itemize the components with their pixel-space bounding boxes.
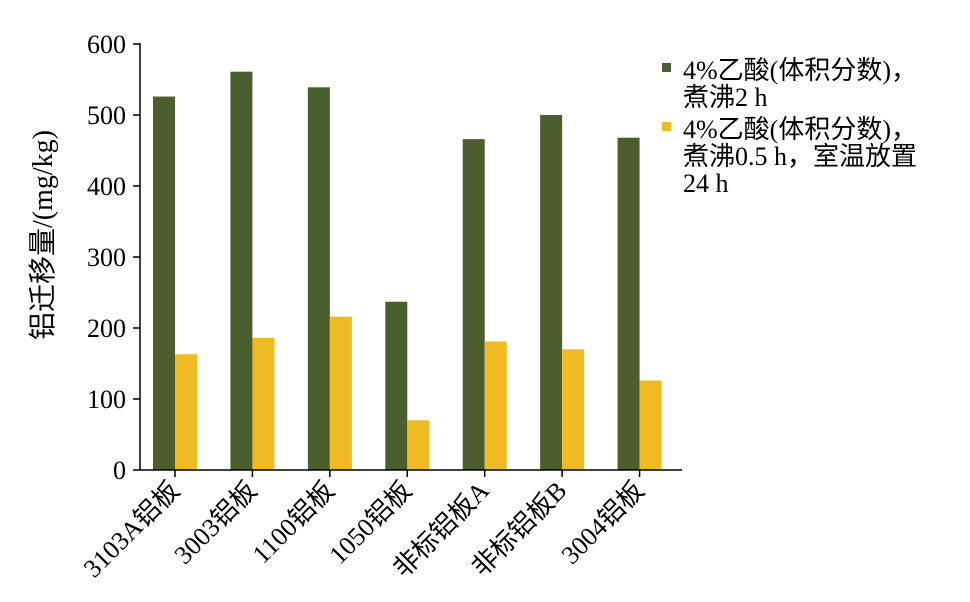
- y-tick-label: 100: [87, 385, 126, 414]
- legend-label-1: 煮沸2 h: [683, 83, 768, 112]
- bar-series1-7: [617, 137, 640, 470]
- bar-series2-7: [639, 380, 662, 470]
- y-tick-label: 0: [113, 456, 126, 485]
- category-labels: 3103A铝板3003铝板1100铝板1050铝板非标铝板A非标铝板B3004铝…: [78, 470, 650, 583]
- y-tick-label: 400: [87, 172, 126, 201]
- legend-label-2: 24 h: [683, 169, 729, 198]
- bar-series1-4: [385, 301, 408, 470]
- y-tick-label: 500: [87, 101, 126, 130]
- category-label: 1100铝板: [247, 476, 340, 569]
- category-label: 3004铝板: [556, 476, 650, 570]
- bars: [153, 71, 662, 470]
- bar-series2-1: [175, 354, 197, 470]
- bar-series1-5: [462, 139, 485, 470]
- bar-series2-2: [252, 337, 275, 470]
- bar-series1-1: [153, 96, 175, 470]
- bar-series1-2: [230, 71, 253, 470]
- legend-label-2: 4%乙酸(体积分数)，: [683, 115, 917, 144]
- bar-series2-6: [562, 349, 585, 470]
- bar-series2-5: [484, 341, 507, 470]
- legend-label-2: 煮沸0.5 h，室温放置: [683, 142, 917, 171]
- y-tick-label: 300: [87, 243, 126, 272]
- bar-series1-3: [307, 87, 330, 470]
- legend-swatch-1: [662, 63, 671, 72]
- legend: 4%乙酸(体积分数)，煮沸2 h4%乙酸(体积分数)，煮沸0.5 h，室温放置2…: [662, 56, 917, 198]
- legend-swatch-2: [662, 122, 671, 131]
- y-axis-title: 铝迁移量/(mg/kg): [27, 130, 59, 340]
- category-label: 3003铝板: [169, 476, 263, 570]
- y-tick-label: 600: [87, 30, 126, 59]
- bar-series2-4: [407, 420, 430, 470]
- y-tick-label: 200: [87, 314, 126, 343]
- y-axis-ticks: 0 100 200 300 400 500 600: [87, 30, 140, 485]
- legend-label-1: 4%乙酸(体积分数)，: [683, 56, 917, 85]
- category-label: 3103A铝板: [78, 476, 185, 583]
- bar-series1-6: [540, 115, 563, 470]
- bar-series2-3: [329, 316, 352, 470]
